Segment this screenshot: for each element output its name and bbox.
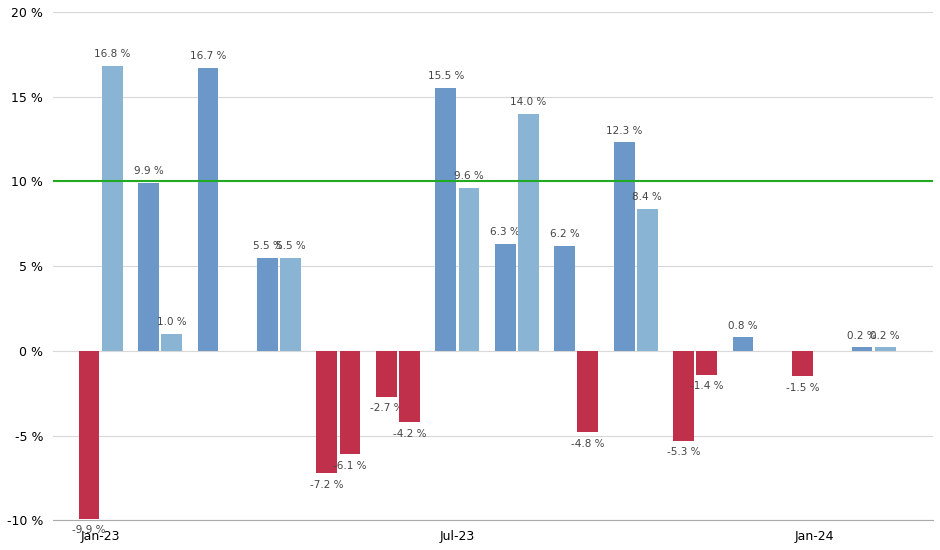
Bar (518, 114, 539, 351)
Text: 0.2 %: 0.2 % (870, 331, 900, 340)
Text: -1.5 %: -1.5 % (786, 383, 820, 393)
Text: 5.5 %: 5.5 % (253, 241, 282, 251)
Text: 0.8 %: 0.8 % (728, 321, 758, 331)
Text: -2.7 %: -2.7 % (369, 403, 403, 414)
Bar (280, 257, 301, 351)
Text: -4.8 %: -4.8 % (572, 439, 604, 449)
Bar (197, 68, 218, 351)
Bar (875, 348, 896, 351)
Text: -1.4 %: -1.4 % (690, 381, 724, 392)
Text: 6.2 %: 6.2 % (550, 229, 580, 239)
Bar (792, 351, 813, 376)
Bar (637, 208, 658, 351)
Text: 0.2 %: 0.2 % (847, 331, 877, 340)
Bar (614, 142, 635, 351)
Text: 6.3 %: 6.3 % (491, 227, 520, 238)
Text: 9.9 %: 9.9 % (133, 166, 164, 177)
Bar (376, 351, 397, 397)
Bar (577, 351, 598, 432)
Bar (697, 351, 717, 375)
Bar (673, 351, 694, 441)
Bar (494, 244, 516, 351)
Text: -6.1 %: -6.1 % (334, 461, 367, 471)
Text: 16.7 %: 16.7 % (190, 51, 227, 61)
Bar (732, 337, 754, 351)
Text: -4.2 %: -4.2 % (393, 429, 426, 439)
Bar (79, 351, 100, 519)
Text: 12.3 %: 12.3 % (606, 125, 642, 136)
Bar (257, 257, 278, 351)
Bar (400, 351, 420, 422)
Text: -7.2 %: -7.2 % (310, 480, 344, 490)
Bar (459, 188, 479, 351)
Bar (555, 246, 575, 351)
Bar (435, 88, 456, 351)
Bar (138, 183, 159, 351)
Text: 1.0 %: 1.0 % (157, 317, 186, 327)
Text: 8.4 %: 8.4 % (633, 192, 662, 202)
Text: -9.9 %: -9.9 % (72, 525, 106, 535)
Text: -5.3 %: -5.3 % (666, 448, 700, 458)
Text: 15.5 %: 15.5 % (428, 72, 464, 81)
Bar (852, 348, 872, 351)
Text: 16.8 %: 16.8 % (94, 50, 131, 59)
Text: 9.6 %: 9.6 % (454, 172, 484, 182)
Bar (102, 66, 122, 351)
Bar (317, 351, 337, 473)
Bar (162, 334, 182, 351)
Text: 14.0 %: 14.0 % (510, 97, 546, 107)
Bar (339, 351, 360, 454)
Text: 5.5 %: 5.5 % (275, 241, 306, 251)
